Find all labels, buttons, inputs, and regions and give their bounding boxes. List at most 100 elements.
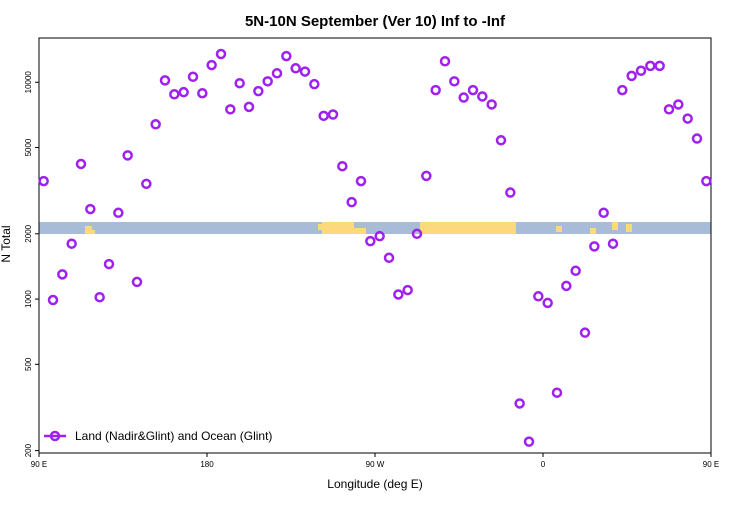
data-point [579, 327, 591, 338]
data-point [225, 104, 236, 115]
data-point [346, 196, 357, 208]
data-point [94, 291, 105, 303]
data-point [290, 63, 301, 74]
data-point [505, 187, 516, 198]
data-point [542, 297, 553, 309]
data-point [178, 86, 189, 98]
legend-marker [49, 430, 61, 442]
data-point [439, 55, 451, 67]
data-point [383, 252, 395, 264]
data-point [355, 175, 367, 187]
data-point [253, 85, 264, 97]
data-point [645, 60, 656, 72]
data-point [299, 66, 311, 77]
data-point [607, 238, 619, 249]
data-point [281, 50, 292, 62]
data-point [113, 207, 124, 219]
data-point [150, 119, 161, 130]
data-point [374, 230, 385, 242]
land-patch [318, 224, 322, 230]
x-tick-label: 90 E [703, 460, 719, 469]
y-tick-label: 200 [24, 443, 33, 457]
data-point [103, 258, 115, 270]
data-point [262, 76, 273, 87]
land-patch [590, 228, 596, 234]
data-points [38, 48, 712, 447]
x-tick-label: 90 W [366, 460, 385, 469]
data-point [159, 75, 171, 86]
data-point [467, 84, 479, 96]
data-point [701, 175, 712, 187]
ocean-band [39, 222, 711, 234]
y-axis: 200 500 1000 2000 5000 10000 [24, 71, 39, 457]
data-point [85, 203, 96, 215]
land-patch [612, 222, 618, 230]
data-point [206, 59, 217, 71]
data-point [337, 160, 348, 172]
y-tick-label: 5000 [24, 138, 33, 156]
y-axis-title: N Total [0, 225, 13, 262]
data-point [430, 84, 441, 96]
data-point [402, 284, 413, 296]
data-point [47, 294, 59, 306]
data-point [477, 91, 488, 102]
data-point [234, 77, 245, 89]
data-point [486, 99, 497, 110]
data-point [57, 269, 68, 280]
data-point [570, 265, 581, 277]
data-point [243, 101, 255, 113]
chart-title: 5N-10N September (Ver 10) Inf to -Inf [245, 13, 506, 30]
data-point [271, 68, 283, 79]
data-point [663, 104, 675, 115]
data-point [551, 387, 563, 398]
y-tick-label: 10000 [24, 71, 33, 94]
data-point [215, 48, 227, 60]
data-point [421, 170, 432, 182]
data-point [514, 398, 525, 409]
legend: Land (Nadir&Glint) and Ocean (Glint) [44, 429, 272, 443]
data-point [393, 289, 404, 300]
data-point [122, 150, 133, 161]
data-point [682, 113, 693, 124]
data-point [197, 87, 208, 99]
y-tick-label: 500 [24, 357, 33, 371]
x-tick-label: 180 [200, 460, 214, 469]
data-point [617, 84, 628, 96]
x-axis: 90 E 180 90 W 0 90 E [31, 453, 719, 469]
land-patch [556, 226, 562, 232]
data-point [66, 238, 77, 249]
land-patch [626, 224, 632, 232]
data-point [131, 276, 143, 288]
x-axis-title: Longitude (deg E) [327, 477, 422, 491]
data-point [589, 241, 600, 252]
data-point [187, 71, 199, 83]
data-point [598, 207, 609, 219]
data-point [626, 70, 637, 82]
data-point [38, 175, 49, 187]
data-point [309, 78, 320, 90]
data-point [318, 110, 329, 122]
x-tick-label: 90 E [31, 460, 47, 469]
data-point [495, 135, 507, 146]
data-point [654, 60, 665, 72]
data-point [673, 99, 684, 110]
land-patch [352, 228, 366, 234]
data-point [458, 92, 469, 103]
land-patch [88, 230, 95, 234]
data-point [327, 109, 339, 120]
data-point [561, 280, 572, 292]
data-point [141, 178, 152, 190]
data-point [411, 228, 423, 240]
y-tick-label: 2000 [24, 224, 33, 242]
x-tick-label: 0 [541, 460, 546, 469]
data-point [635, 65, 647, 76]
data-point [691, 133, 703, 144]
land-strip [39, 222, 711, 234]
data-point [533, 291, 544, 302]
data-point [169, 89, 180, 100]
data-point [365, 235, 376, 247]
land-patch [336, 228, 345, 234]
data-point [449, 76, 460, 87]
